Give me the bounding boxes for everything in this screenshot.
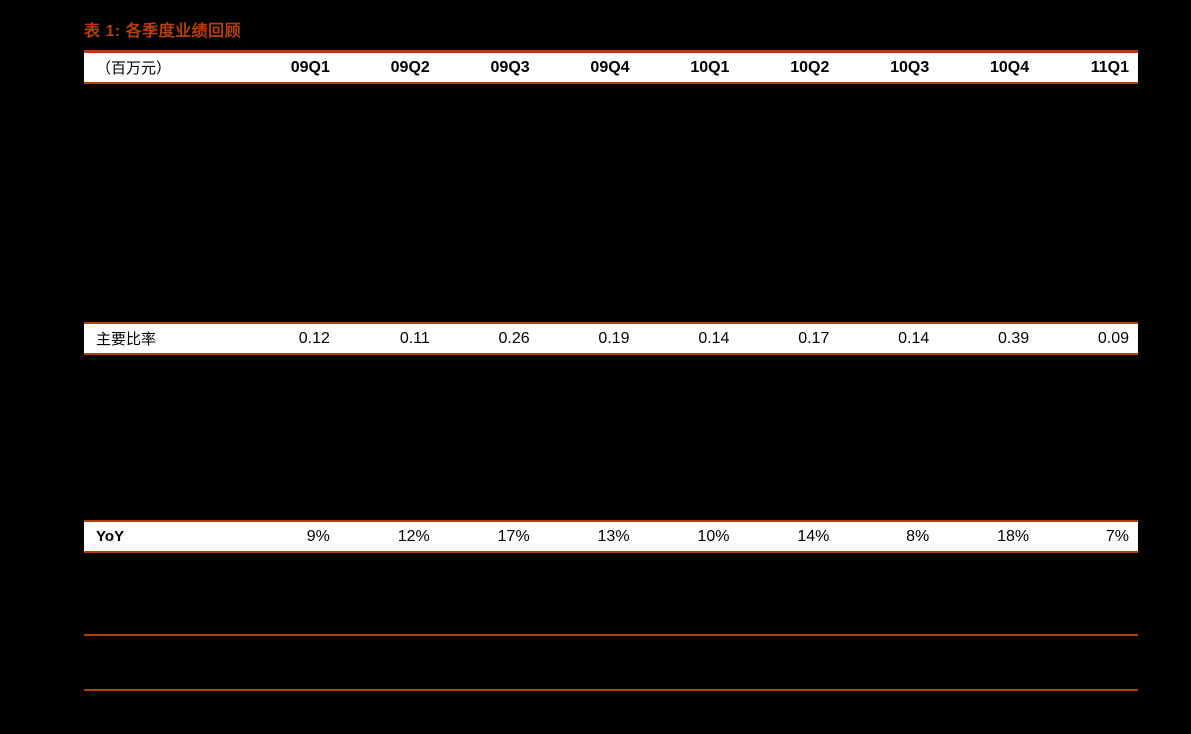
table-header-bottom-rule [84, 82, 1138, 84]
cell-main-ratio-10q4: 0.39 [997, 329, 1030, 347]
table-footer-rules [84, 634, 1138, 691]
column-header-10q1: 10Q1 [690, 58, 730, 76]
column-header-11q1: 11Q1 [1090, 58, 1130, 76]
cell-yoy-10q1: 10% [697, 527, 730, 545]
column-header-09q1: 09Q1 [290, 58, 330, 76]
table-body-gap-upper [84, 84, 1138, 322]
yoy-row-top-rule [84, 520, 1138, 522]
footer-rule-upper [84, 634, 1138, 636]
column-header-09q3: 09Q3 [490, 58, 530, 76]
table-row: 主要比率 0.12 0.11 0.26 0.19 0.14 0.17 0.14 … [84, 324, 1138, 353]
header-unit-label: （百万元） [96, 59, 172, 77]
cell-yoy-09q1: 9% [306, 527, 330, 545]
cell-main-ratio-09q3: 0.26 [498, 329, 530, 347]
figure-title: 表 1: 各季度业绩回顾 [84, 23, 242, 40]
cell-yoy-10q3: 8% [906, 527, 930, 545]
footer-gap [84, 636, 1138, 689]
table-body-gap-middle [84, 355, 1138, 520]
cell-yoy-10q2: 14% [797, 527, 830, 545]
column-header-10q2: 10Q2 [790, 58, 830, 76]
quarterly-results-table: （百万元） 09Q1 09Q2 09Q3 09Q4 10Q1 10Q2 10Q3… [84, 50, 1138, 553]
cell-yoy-09q4: 13% [597, 527, 630, 545]
cell-yoy-10q4: 18% [997, 527, 1030, 545]
table-header-row: （百万元） 09Q1 09Q2 09Q3 09Q4 10Q1 10Q2 10Q3… [84, 53, 1138, 82]
column-header-10q4: 10Q4 [989, 58, 1030, 76]
table-top-rule [84, 50, 1138, 53]
cell-main-ratio-11q1: 0.09 [1097, 329, 1130, 347]
cell-main-ratio-09q2: 0.11 [399, 329, 430, 347]
cell-main-ratio-10q3: 0.14 [898, 329, 930, 347]
ratio-row-bottom-rule [84, 353, 1138, 355]
cell-yoy-09q3: 17% [497, 527, 530, 545]
cell-main-ratio-10q1: 0.14 [698, 329, 730, 347]
row-label-yoy: YoY [96, 528, 125, 545]
ratio-row-top-rule [84, 322, 1138, 324]
row-label-main-ratio: 主要比率 [96, 330, 157, 348]
cell-main-ratio-09q4: 0.19 [598, 329, 630, 347]
column-header-10q3: 10Q3 [890, 58, 930, 76]
table-row: YoY 9% 12% 17% 13% 10% 14% 8% 18% 7% [84, 522, 1138, 551]
column-header-09q2: 09Q2 [390, 58, 430, 76]
cell-main-ratio-10q2: 0.17 [798, 329, 830, 347]
cell-main-ratio-09q1: 0.12 [298, 329, 330, 347]
footer-rule-lower [84, 689, 1138, 691]
cell-yoy-09q2: 12% [397, 527, 430, 545]
cell-yoy-11q1: 7% [1105, 527, 1130, 545]
column-header-09q4: 09Q4 [590, 58, 630, 76]
yoy-row-bottom-rule [84, 551, 1138, 553]
